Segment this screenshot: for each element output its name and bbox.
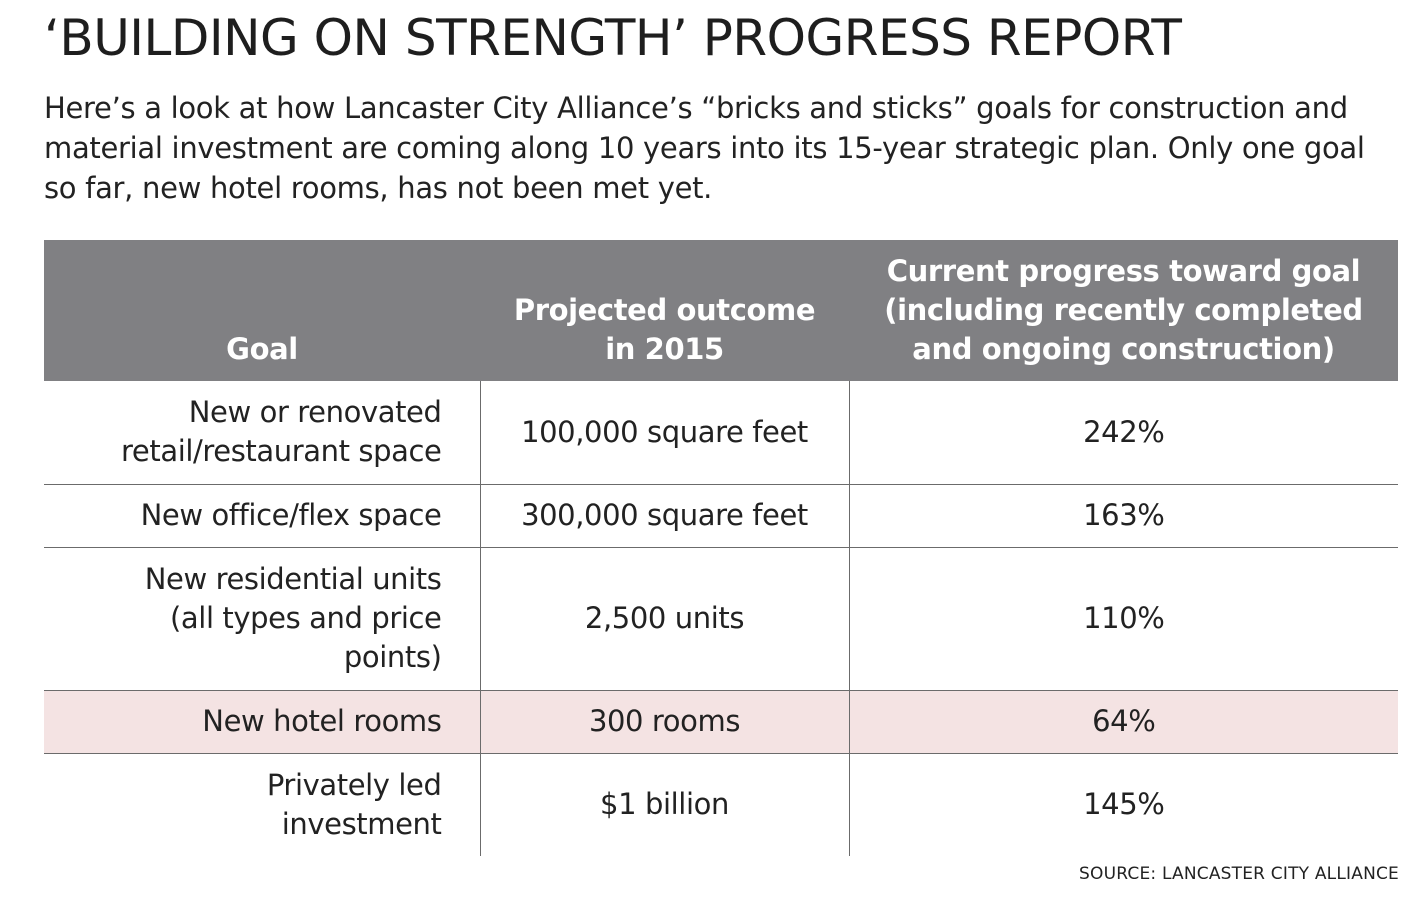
table-row: New or renovated retail/restaurant space…: [44, 381, 1398, 485]
projected-cell: 2,500 units: [480, 547, 850, 691]
table-row: New residential units (all types and pri…: [44, 547, 1398, 691]
projected-cell: $1 billion: [480, 753, 850, 856]
page-title: ‘BUILDING ON STRENGTH’ PROGRESS REPORT: [44, 9, 1182, 67]
source-credit: SOURCE: LANCASTER CITY ALLIANCE: [1079, 864, 1399, 884]
intro-text: Here’s a look at how Lancaster City Alli…: [44, 91, 1365, 205]
goal-cell: Privately led investment: [44, 753, 481, 856]
projected-cell: 100,000 square feet: [480, 381, 850, 485]
progress-cell: 242%: [849, 381, 1398, 485]
column-header-progress: Current progress toward goal (including …: [849, 240, 1398, 381]
projected-cell: 300,000 square feet: [480, 484, 850, 548]
progress-cell: 163%: [849, 484, 1398, 548]
table-header-row: Goal Projected outcome in 2015 Current p…: [44, 240, 1398, 381]
goal-cell: New residential units (all types and pri…: [44, 547, 481, 691]
table-row: Privately led investment $1 billion 145%: [44, 753, 1398, 856]
goal-cell: New office/flex space: [44, 484, 481, 548]
projected-cell: 300 rooms: [480, 690, 850, 754]
column-header-projected: Projected outcome in 2015: [480, 240, 849, 381]
table-row: New office/flex space 300,000 square fee…: [44, 484, 1398, 548]
progress-cell: 145%: [1083, 787, 1165, 822]
goal-cell: New hotel rooms: [44, 690, 481, 754]
table-row-highlighted: New hotel rooms 300 rooms 64%: [44, 690, 1398, 754]
column-header-goal: Goal: [44, 240, 480, 381]
progress-cell: 110%: [849, 547, 1398, 691]
goal-cell: New or renovated retail/restaurant space: [44, 381, 481, 485]
progress-table: Goal Projected outcome in 2015 Current p…: [44, 240, 1398, 856]
progress-cell: 64%: [849, 690, 1398, 754]
